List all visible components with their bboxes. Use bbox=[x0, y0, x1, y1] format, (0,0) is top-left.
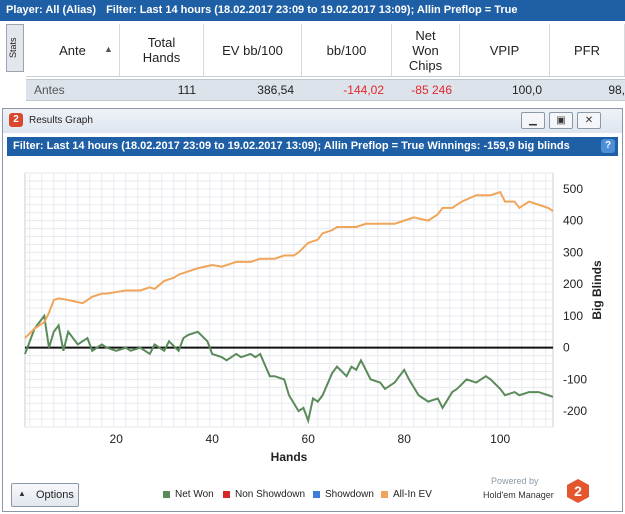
column-header-bb100[interactable]: bb/100 bbox=[302, 24, 392, 76]
y-tick-label: 300 bbox=[563, 245, 583, 259]
legend-all-in-ev[interactable]: All-In EV bbox=[381, 489, 432, 500]
legend-showdown[interactable]: Showdown bbox=[313, 489, 374, 500]
cell-bb100: -144,02 bbox=[343, 83, 384, 97]
minimize-icon: ▁ bbox=[529, 115, 537, 126]
column-header-total-hands[interactable]: Total Hands bbox=[120, 24, 204, 76]
results-graph-window: 2 Results Graph ▁ ▣ ✕ Filter: Last 14 ho… bbox=[2, 108, 623, 512]
x-tick-label: 100 bbox=[490, 432, 510, 446]
y-tick-label: 0 bbox=[563, 341, 570, 355]
results-chart: 500 400 300 200 100 0 -100 -200 20 40 60 80 100 Hands… bbox=[24, 172, 604, 464]
column-header-label: Ante bbox=[59, 42, 86, 58]
graph-filter-bar: Filter: Last 14 hours (18.02.2017 23:09 … bbox=[7, 137, 618, 156]
column-header-vpip[interactable]: VPIP bbox=[460, 24, 550, 76]
series-line-all-in-ev bbox=[24, 190, 554, 339]
maximize-button[interactable]: ▣ bbox=[549, 112, 573, 129]
legend-label: Net Won bbox=[175, 489, 214, 500]
legend-label: Showdown bbox=[325, 489, 374, 500]
y-tick-label: 500 bbox=[563, 182, 583, 196]
close-icon: ✕ bbox=[584, 115, 594, 126]
y-tick-label: 400 bbox=[563, 214, 583, 228]
legend-swatch bbox=[223, 490, 230, 498]
stats-tab-label: Stats bbox=[8, 37, 18, 58]
column-header-pfr[interactable]: PFR bbox=[550, 24, 625, 76]
legend-label: All-In EV bbox=[393, 489, 432, 500]
legend-non-showdown[interactable]: Non Showdown bbox=[223, 489, 305, 500]
cell-total-hands: 111 bbox=[177, 83, 196, 97]
x-axis-title: Hands bbox=[271, 450, 308, 464]
cell-ante: Antes bbox=[34, 83, 65, 97]
column-header-net-won-chips[interactable]: Net Won Chips bbox=[392, 24, 460, 76]
legend-swatch bbox=[313, 490, 320, 498]
x-tick-label: 80 bbox=[398, 432, 412, 446]
cell-pfr: 98, bbox=[608, 83, 625, 97]
stats-tab[interactable]: Stats bbox=[6, 24, 24, 72]
x-tick-label: 60 bbox=[302, 432, 316, 446]
options-button[interactable]: ▲ Options bbox=[11, 483, 79, 507]
options-label: Options bbox=[36, 489, 74, 501]
window-title-bar[interactable]: 2 Results Graph ▁ ▣ ✕ bbox=[3, 109, 622, 133]
help-icon[interactable]: ? bbox=[601, 139, 615, 153]
column-header-label: EV bb/100 bbox=[222, 42, 283, 58]
player-filter-bar: Player: All (Alias) Filter: Last 14 hours… bbox=[0, 0, 625, 21]
close-button[interactable]: ✕ bbox=[577, 112, 601, 129]
graph-filter-label[interactable]: Filter: Last 14 hours (18.02.2017 23:09 … bbox=[13, 140, 570, 152]
column-header-label: PFR bbox=[574, 42, 600, 58]
y-tick-label: -100 bbox=[563, 372, 587, 386]
maximize-icon: ▣ bbox=[556, 115, 566, 126]
y-tick-label: -200 bbox=[563, 404, 587, 418]
stats-grid-header: Ante ▲ Total Hands EV bb/100 bb/100 Net … bbox=[26, 24, 625, 77]
cell-net-won-chips: -85 246 bbox=[411, 83, 452, 97]
cell-vpip: 100,0 bbox=[511, 83, 542, 97]
column-header-label: VPIP bbox=[489, 42, 520, 58]
player-label[interactable]: Player: All (Alias) bbox=[6, 4, 97, 16]
arrow-up-icon: ▲ bbox=[18, 489, 26, 498]
hm-logo-icon: 2 bbox=[9, 113, 23, 127]
legend-swatch bbox=[381, 490, 388, 498]
legend-swatch bbox=[163, 490, 170, 498]
window-title: Results Graph bbox=[29, 115, 93, 126]
column-header-label: Net Won Chips bbox=[408, 27, 443, 73]
x-tick-label: 40 bbox=[206, 432, 220, 446]
cell-ev-bb100: 386,54 bbox=[257, 83, 294, 97]
column-header-ante[interactable]: Ante bbox=[26, 24, 120, 76]
y-tick-label: 100 bbox=[563, 309, 583, 323]
series-line-net-won bbox=[24, 313, 554, 425]
y-axis-title: Big Blinds bbox=[590, 260, 604, 320]
filter-label[interactable]: Filter: Last 14 hours (18.02.2017 23:09 … bbox=[106, 4, 518, 16]
powered-by-label: Powered by bbox=[491, 476, 539, 486]
minimize-button[interactable]: ▁ bbox=[521, 112, 545, 129]
brand-label: Hold'em Manager bbox=[483, 490, 554, 500]
column-header-label: bb/100 bbox=[326, 42, 367, 58]
legend-net-won[interactable]: Net Won bbox=[163, 489, 214, 500]
y-tick-label: 200 bbox=[563, 277, 583, 291]
hm-brand-logo-icon: 2 bbox=[567, 479, 589, 503]
legend-label: Non Showdown bbox=[235, 489, 306, 500]
table-row[interactable]: Antes 111 386,54 -144,02 -85 246 100,0 9… bbox=[26, 79, 625, 101]
column-header-ev-bb100[interactable]: EV bb/100 bbox=[204, 24, 302, 76]
column-header-label: Total Hands bbox=[142, 35, 181, 65]
x-tick-label: 20 bbox=[110, 432, 124, 446]
sort-descending-icon[interactable]: ▲ bbox=[104, 44, 113, 54]
